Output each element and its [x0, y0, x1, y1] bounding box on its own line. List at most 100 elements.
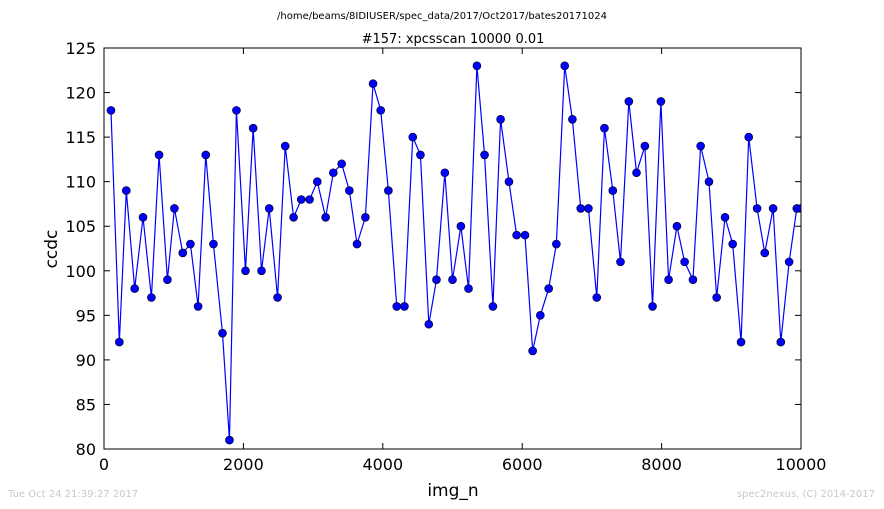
- y-tick-label: 110: [65, 173, 96, 192]
- data-point: [352, 239, 362, 249]
- data-point: [345, 186, 354, 195]
- data-point: [616, 257, 625, 267]
- data-point: [280, 141, 290, 151]
- data-point: [416, 150, 425, 160]
- data-point: [376, 106, 386, 115]
- data-point: [536, 311, 545, 320]
- data-point: [640, 141, 650, 151]
- data-point: [680, 257, 689, 267]
- data-point: [392, 302, 402, 311]
- data-point: [576, 204, 586, 213]
- data-point: [480, 150, 489, 160]
- x-tick-label: 8000: [641, 455, 682, 474]
- data-point: [728, 239, 737, 249]
- data-point: [796, 204, 801, 213]
- data-point: [329, 168, 338, 178]
- data-point: [632, 168, 641, 178]
- y-tick-label: 100: [65, 262, 96, 281]
- data-point: [154, 150, 164, 160]
- data-point: [520, 230, 530, 240]
- data-point: [496, 114, 505, 124]
- data-point: [744, 132, 754, 142]
- data-point: [672, 221, 682, 231]
- data-point: [720, 213, 730, 222]
- data-point: [512, 230, 521, 240]
- data-point: [170, 204, 179, 213]
- data-point: [400, 302, 409, 311]
- data-point: [321, 213, 330, 222]
- y-tick-label: 80: [76, 440, 96, 459]
- series-line: [110, 65, 801, 441]
- series-layer: [106, 61, 801, 445]
- y-tick-label: 90: [76, 351, 96, 370]
- data-point: [472, 61, 482, 71]
- data-point: [296, 195, 306, 204]
- x-axis-label: img_n: [427, 481, 478, 501]
- data-point: [178, 248, 188, 258]
- data-point: [688, 275, 698, 284]
- y-tick-label: 95: [76, 306, 96, 325]
- data-point: [186, 239, 195, 249]
- footer-timestamp: Tue Oct 24 21:39:27 2017: [7, 489, 138, 500]
- x-tick-label: 0: [99, 455, 109, 474]
- data-point: [122, 186, 131, 195]
- ticks-layer: 0 2000 4000 6000 8000 10000 80 85 90 95 100 105 110 1…: [65, 39, 826, 474]
- data-point: [488, 302, 498, 311]
- data-point: [289, 213, 298, 222]
- data-point: [736, 337, 746, 347]
- data-point: [712, 293, 721, 302]
- chart-title: #157: xpcsscan 10000 0.01: [362, 32, 545, 47]
- data-point: [600, 123, 609, 133]
- data-point: [424, 319, 434, 329]
- data-point: [552, 239, 561, 249]
- data-point: [361, 213, 370, 222]
- data-point: [704, 177, 714, 186]
- data-point: [225, 435, 234, 445]
- data-point: [560, 61, 570, 71]
- data-point: [664, 275, 673, 284]
- y-tick-label: 115: [65, 128, 96, 147]
- data-point: [232, 106, 241, 115]
- data-point: [312, 177, 322, 186]
- data-point: [138, 213, 148, 222]
- data-point: [241, 266, 250, 276]
- data-point: [440, 168, 450, 178]
- data-point: [768, 204, 778, 213]
- y-tick-label: 105: [65, 217, 96, 236]
- data-point: [528, 346, 537, 356]
- x-tick-label: 10000: [776, 455, 827, 474]
- data-point: [504, 177, 514, 186]
- data-point: [696, 141, 705, 151]
- data-point: [273, 293, 282, 302]
- y-tick-label: 125: [65, 39, 96, 58]
- data-point: [337, 159, 346, 169]
- data-point: [656, 97, 666, 106]
- data-point: [218, 328, 227, 338]
- data-point: [752, 204, 762, 213]
- data-point: [163, 275, 172, 284]
- data-point: [201, 150, 211, 160]
- data-point: [106, 106, 116, 115]
- data-point: [115, 337, 124, 347]
- data-point: [568, 114, 577, 124]
- data-point: [760, 248, 770, 258]
- data-point: [592, 293, 602, 302]
- plot-area-frame: [103, 47, 802, 450]
- data-point: [648, 302, 657, 311]
- data-point: [130, 284, 139, 293]
- data-point: [584, 204, 593, 213]
- data-point: [368, 79, 378, 88]
- figure-suptitle: /home/beams/8IDIUSER/spec_data/2017/Oct2…: [277, 11, 607, 22]
- y-tick-label: 85: [76, 395, 96, 414]
- data-point: [624, 97, 634, 106]
- x-tick-label: 4000: [362, 455, 403, 474]
- data-point: [776, 337, 786, 347]
- y-tick-label: 120: [65, 84, 96, 103]
- footer-credit: spec2nexus, (C) 2014-2017: [737, 489, 875, 500]
- data-point: [209, 239, 218, 249]
- data-point: [384, 186, 393, 195]
- data-point: [147, 293, 156, 302]
- data-point: [248, 123, 258, 133]
- y-axis-label: ccdc: [42, 230, 62, 269]
